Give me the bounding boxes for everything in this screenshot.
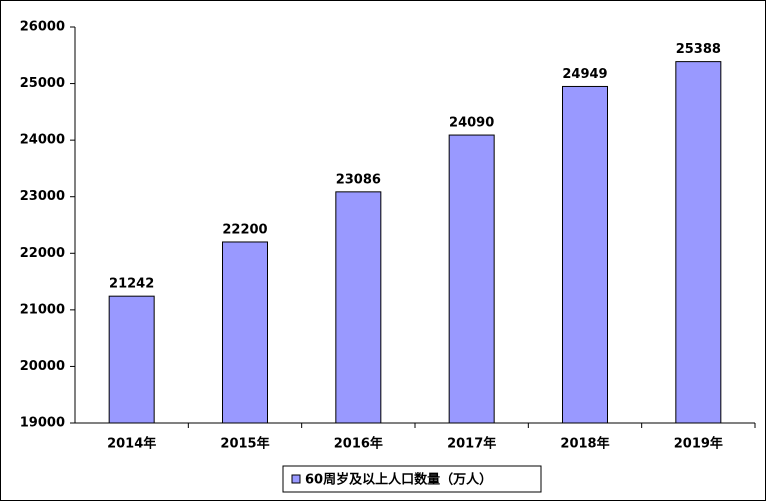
y-tick-label: 22000 — [20, 246, 65, 261]
y-tick-label: 23000 — [20, 189, 65, 204]
x-tick-label: 2016年 — [334, 436, 383, 452]
value-label: 21242 — [109, 277, 154, 292]
y-tick-label: 24000 — [20, 133, 65, 148]
legend-box — [282, 465, 542, 493]
y-tick-label: 20000 — [20, 359, 65, 374]
bar — [562, 85, 608, 424]
legend-swatch — [291, 474, 301, 484]
x-tick-label: 2018年 — [560, 436, 609, 452]
bar — [675, 61, 722, 424]
x-tick-label: 2015年 — [220, 436, 269, 452]
value-label: 22200 — [222, 222, 267, 237]
value-label: 24949 — [562, 67, 607, 82]
value-label: 23086 — [336, 172, 381, 187]
legend-label: 60周岁及以上人口数量（万人） — [305, 472, 492, 488]
y-tick-label: 26000 — [20, 20, 65, 35]
bar — [335, 191, 382, 424]
x-tick-label: 2014年 — [107, 436, 156, 452]
value-label: 25388 — [676, 42, 721, 57]
bar — [222, 241, 268, 424]
bar — [108, 295, 155, 424]
y-tick-label: 21000 — [20, 302, 65, 317]
x-tick-label: 2017年 — [447, 436, 496, 452]
value-label: 24090 — [449, 116, 494, 131]
bar — [448, 134, 495, 424]
y-tick-label: 19000 — [20, 416, 65, 431]
y-tick-label: 25000 — [20, 76, 65, 91]
x-tick-label: 2019年 — [674, 436, 723, 452]
